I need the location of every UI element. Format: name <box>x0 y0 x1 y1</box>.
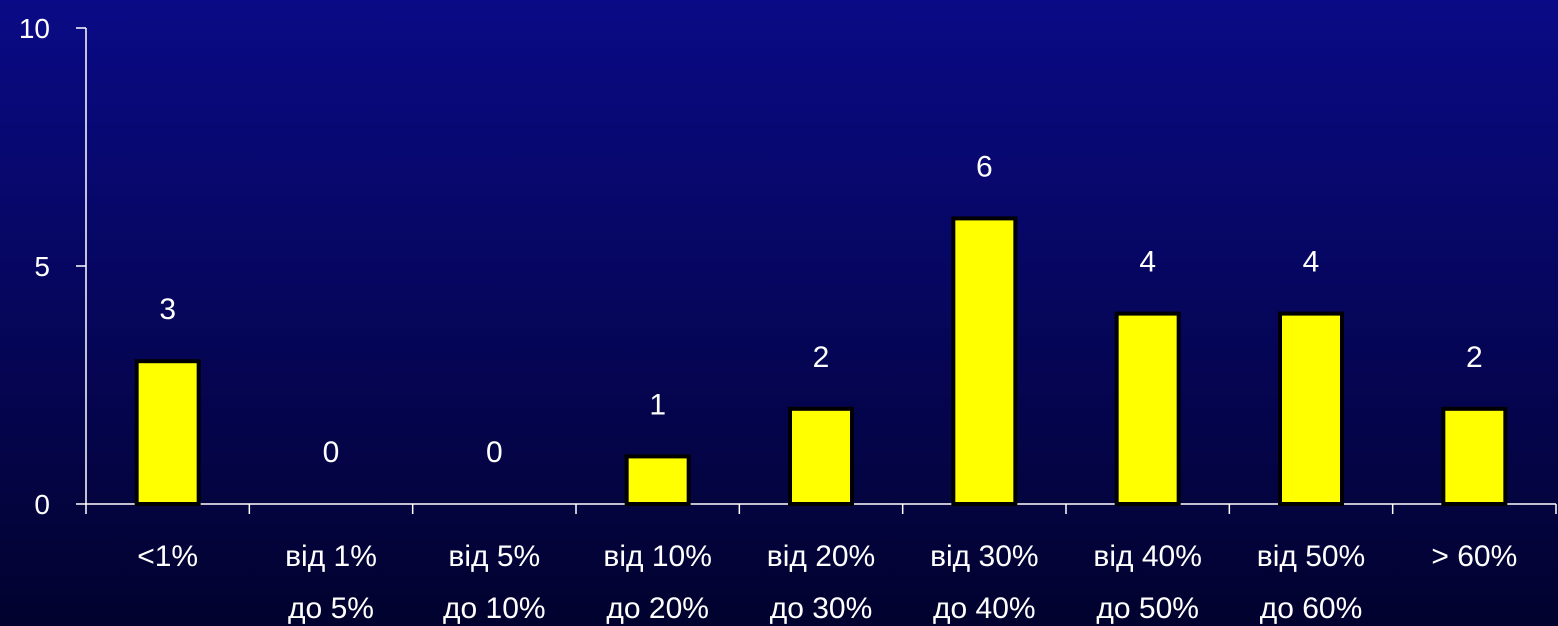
bar <box>1441 406 1508 506</box>
data-label: 3 <box>159 293 176 326</box>
x-tick-label: до 60% <box>1260 592 1363 625</box>
data-label: 0 <box>486 436 503 469</box>
data-label: 1 <box>649 388 666 421</box>
bar-group <box>134 216 1508 507</box>
data-label-group: 3 0 0 1 2 6 4 4 2 <box>159 150 1482 469</box>
data-label: 4 <box>1139 246 1156 279</box>
data-label: 4 <box>1303 246 1320 279</box>
data-label: 6 <box>976 150 993 183</box>
data-label: 0 <box>323 436 340 469</box>
data-label: 2 <box>813 341 830 374</box>
x-tick-label: до 40% <box>933 592 1036 625</box>
category-label-group: <1% від 1% до 5% від 5% до 10% від 10% до 20% в… <box>137 540 1517 625</box>
bar <box>624 454 691 506</box>
bar <box>788 406 854 506</box>
bar <box>1278 311 1344 506</box>
x-tick-label: від 1% <box>285 540 377 573</box>
x-tick-label: <1% <box>137 540 198 573</box>
x-tick-label: від 40% <box>1093 540 1202 573</box>
x-tick-label: від 10% <box>603 540 712 573</box>
data-label: 2 <box>1466 341 1483 374</box>
x-tick-label: від 50% <box>1257 540 1366 573</box>
bar <box>951 216 1018 506</box>
x-tick-label: до 10% <box>443 592 546 625</box>
x-tick-group <box>85 504 1557 514</box>
y-tick-label: 10 <box>19 13 50 44</box>
x-tick-label: від 20% <box>767 540 876 573</box>
bar <box>134 359 201 507</box>
x-tick-label: до 20% <box>606 592 709 625</box>
y-tick-label: 0 <box>34 489 50 520</box>
y-tick-label: 5 <box>34 251 50 282</box>
x-tick-label: від 30% <box>930 540 1039 573</box>
bar <box>1114 311 1181 506</box>
x-tick-label: від 5% <box>448 540 540 573</box>
y-tick-group: 0 5 10 <box>19 13 86 520</box>
x-tick-label: до 30% <box>770 592 873 625</box>
x-tick-label: > 60% <box>1431 540 1517 573</box>
x-tick-label: до 5% <box>288 592 374 625</box>
x-tick-label: до 50% <box>1096 592 1199 625</box>
